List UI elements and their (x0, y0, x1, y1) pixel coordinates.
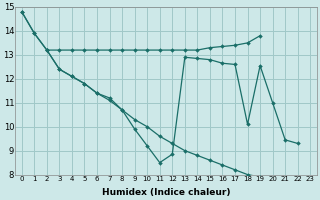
X-axis label: Humidex (Indice chaleur): Humidex (Indice chaleur) (102, 188, 230, 197)
